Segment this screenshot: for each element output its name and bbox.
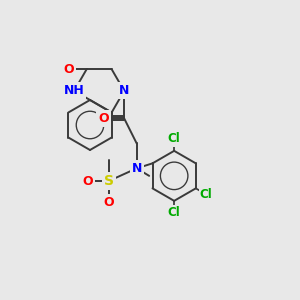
Text: Cl: Cl <box>168 206 181 219</box>
Text: Cl: Cl <box>200 188 213 201</box>
Text: O: O <box>98 112 109 125</box>
Text: S: S <box>104 174 114 188</box>
Text: N: N <box>131 162 142 175</box>
Text: O: O <box>82 175 93 188</box>
Text: O: O <box>63 63 74 76</box>
Text: N: N <box>119 84 129 97</box>
Text: Cl: Cl <box>168 132 181 145</box>
Text: NH: NH <box>64 84 85 97</box>
Text: O: O <box>104 196 115 208</box>
